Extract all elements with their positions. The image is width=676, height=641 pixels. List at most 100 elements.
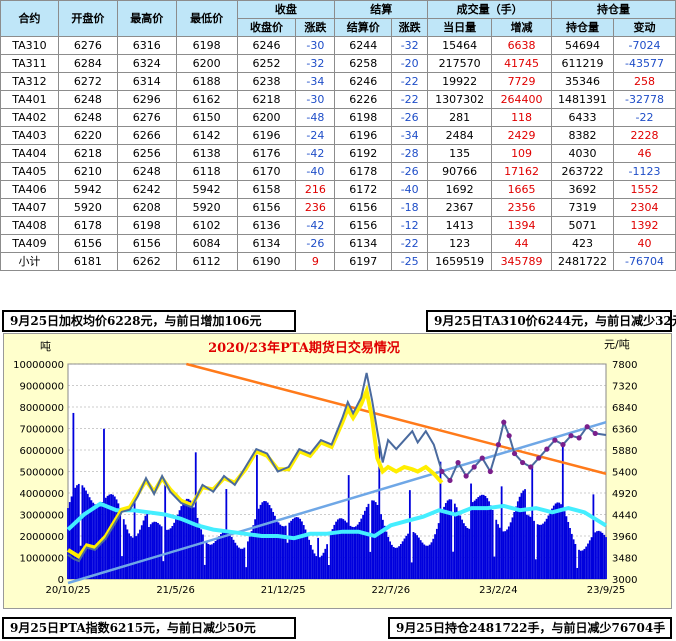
table-cell: 1481391 xyxy=(551,90,614,109)
volume-bar xyxy=(462,523,465,579)
volume-bar xyxy=(504,531,507,579)
volume-bar xyxy=(529,516,532,579)
hdr-volume: 当日量 xyxy=(427,18,493,37)
volume-bar xyxy=(68,502,71,579)
volume-bar xyxy=(394,547,397,579)
volume-bar xyxy=(83,487,86,579)
volume-bar xyxy=(533,520,535,579)
volume-bar xyxy=(286,542,289,579)
contract-cell: TA403 xyxy=(0,126,59,145)
hdr-open: 开盘价 xyxy=(57,0,118,37)
volume-bar xyxy=(155,521,158,579)
table-body: TA310 6276 6316 6198 6246 -30 6244 -32 15464 6638… xyxy=(0,36,676,271)
volume-bar xyxy=(507,526,510,579)
volume-bar xyxy=(77,483,80,579)
chart-panel: 10000000 7800 9000000 7320 8000000 6840 700000… xyxy=(3,333,672,609)
volume-bar xyxy=(560,504,562,579)
volume-bar xyxy=(265,501,267,579)
table-cell: 6190 xyxy=(236,252,297,271)
volume-bar xyxy=(250,531,253,579)
table-cell: 6258 xyxy=(334,54,393,73)
y-left-tick-label: 9000000 xyxy=(19,382,64,393)
price-marker xyxy=(455,459,461,466)
volume-bar xyxy=(360,518,363,579)
table-cell: -18 xyxy=(391,198,429,217)
volume-bar xyxy=(554,503,557,579)
volume-bar xyxy=(142,520,145,579)
table-cell: 6218 xyxy=(236,90,297,109)
volume-bar xyxy=(356,524,359,579)
volume-bar xyxy=(419,540,422,579)
volume-bar xyxy=(344,520,346,579)
volume-bar xyxy=(369,551,372,579)
y-left-tick-label: 10000000 xyxy=(13,360,64,371)
volume-bar xyxy=(399,544,402,579)
volume-bar xyxy=(588,540,591,579)
volume-bar xyxy=(122,519,125,579)
volume-bar xyxy=(509,522,512,579)
volume-bar xyxy=(189,500,192,579)
volume-bar xyxy=(257,508,260,579)
hdr-settle: 结算价 xyxy=(334,18,393,37)
price-marker xyxy=(487,468,493,475)
volume-bar xyxy=(149,524,152,579)
table-cell: 6248 xyxy=(57,108,118,127)
volume-bar xyxy=(275,519,278,579)
volume-bar xyxy=(74,487,77,579)
contract-cell: TA404 xyxy=(0,144,59,163)
volume-bar xyxy=(259,504,262,579)
hdr-settle-group: 结算 xyxy=(334,0,429,19)
volume-bar xyxy=(263,501,266,579)
table-cell: -30 xyxy=(295,90,336,109)
volume-bar xyxy=(603,534,606,579)
volume-bar xyxy=(85,490,87,579)
volume-bar xyxy=(567,521,570,579)
hdr-contract: 合约 xyxy=(0,0,59,37)
volume-bar xyxy=(331,529,334,579)
volume-bar xyxy=(441,511,444,579)
volume-bar xyxy=(336,519,339,579)
volume-bar xyxy=(536,524,539,579)
table-cell: 2356 xyxy=(491,198,553,217)
volume-bar xyxy=(576,567,579,579)
volume-bar xyxy=(389,541,391,579)
table-cell: -22 xyxy=(391,90,429,109)
volume-bar xyxy=(430,542,433,579)
table-cell: 1394 xyxy=(491,216,553,235)
table-cell: 6198 xyxy=(175,36,238,55)
volume-bar xyxy=(457,511,460,579)
volume-bar xyxy=(574,543,577,579)
volume-bar xyxy=(545,518,548,579)
volume-bar xyxy=(443,506,445,579)
table-cell: 6176 xyxy=(236,144,297,163)
volume-bar xyxy=(335,521,338,579)
volume-bar xyxy=(426,545,429,579)
volume-bar xyxy=(288,522,291,579)
table-cell: -22 xyxy=(391,234,429,253)
volume-bar xyxy=(453,503,456,579)
volume-bar xyxy=(203,564,206,579)
volume-bar xyxy=(322,552,325,579)
volume-bar xyxy=(342,519,345,579)
volume-bar xyxy=(110,494,113,579)
table-cell: 6316 xyxy=(116,36,177,55)
y-left-tick-label: 6000000 xyxy=(19,446,64,457)
volume-bar xyxy=(552,505,555,579)
table-cell: 5920 xyxy=(57,198,118,217)
volume-bar xyxy=(146,511,149,579)
volume-bar xyxy=(547,515,550,579)
table-cell: 5071 xyxy=(551,216,614,235)
volume-bar xyxy=(205,541,208,579)
volume-bar xyxy=(157,522,159,579)
volume-bar xyxy=(338,518,341,579)
table-cell: 5942 xyxy=(175,180,238,199)
hdr-volume-chg: 增减 xyxy=(491,18,553,37)
volume-bar xyxy=(241,548,244,579)
hdr-low: 最低价 xyxy=(175,0,238,37)
volume-bar xyxy=(185,498,188,579)
volume-bar xyxy=(378,446,381,579)
volume-bar xyxy=(385,531,388,579)
volume-bar xyxy=(324,548,327,579)
table-cell: 6102 xyxy=(175,216,238,235)
volume-bar xyxy=(221,532,224,579)
